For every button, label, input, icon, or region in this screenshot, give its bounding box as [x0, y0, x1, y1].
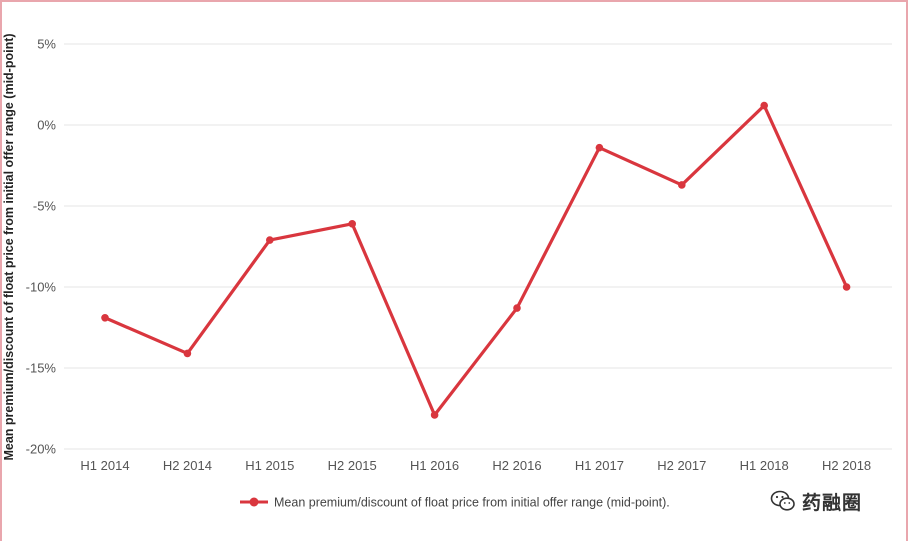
legend-label: Mean premium/discount of float price fro…: [274, 496, 670, 510]
y-tick-label: -15%: [26, 361, 57, 376]
x-tick-label: H1 2014: [80, 458, 129, 473]
x-axis-ticks: H1 2014 H2 2014 H1 2015 H2 2015 H1 2016 H2 20…: [80, 458, 871, 473]
data-point: [183, 349, 192, 358]
y-tick-label: -5%: [33, 199, 57, 214]
y-tick-label: -10%: [26, 280, 57, 295]
x-tick-label: H1 2017: [575, 458, 624, 473]
x-tick-label: H2 2014: [163, 458, 212, 473]
x-tick-label: H2 2016: [492, 458, 541, 473]
watermark-text: 药融圈: [802, 491, 863, 514]
y-tick-label: 5%: [37, 37, 56, 52]
frame-top-border: [0, 0, 908, 2]
data-point: [678, 181, 686, 189]
x-tick-label: H2 2018: [822, 458, 871, 473]
watermark: 药融圈: [770, 488, 862, 514]
gridlines: [64, 43, 892, 450]
frame-right-border: [906, 0, 908, 541]
x-tick-label: H1 2016: [410, 458, 459, 473]
data-point: [842, 283, 851, 291]
x-tick-label: H2 2015: [328, 458, 377, 473]
x-tick-label: H1 2018: [740, 458, 789, 473]
x-tick-label: H1 2015: [245, 458, 294, 473]
data-point: [595, 143, 604, 152]
x-tick-label: H2 2017: [657, 458, 706, 473]
legend-marker-swatch: [249, 497, 259, 507]
data-point: [513, 304, 521, 312]
series-line: [103, 103, 849, 417]
series-line-group: [101, 101, 851, 419]
y-tick-label: -20%: [26, 442, 57, 457]
data-point: [760, 101, 768, 110]
data-point: [348, 220, 357, 228]
data-point: [266, 236, 274, 244]
frame-left-border: [0, 0, 2, 541]
legend: Mean premium/discount of float price fro…: [240, 496, 670, 510]
wechat-icon: [770, 490, 795, 511]
y-axis-label: Mean premium/discount of float price fro…: [2, 33, 16, 460]
y-tick-label: 0%: [37, 118, 56, 133]
data-point: [101, 313, 109, 322]
y-axis-ticks: 5% 0% -5% -10% -15% -20%: [26, 37, 57, 457]
data-point: [430, 411, 439, 419]
